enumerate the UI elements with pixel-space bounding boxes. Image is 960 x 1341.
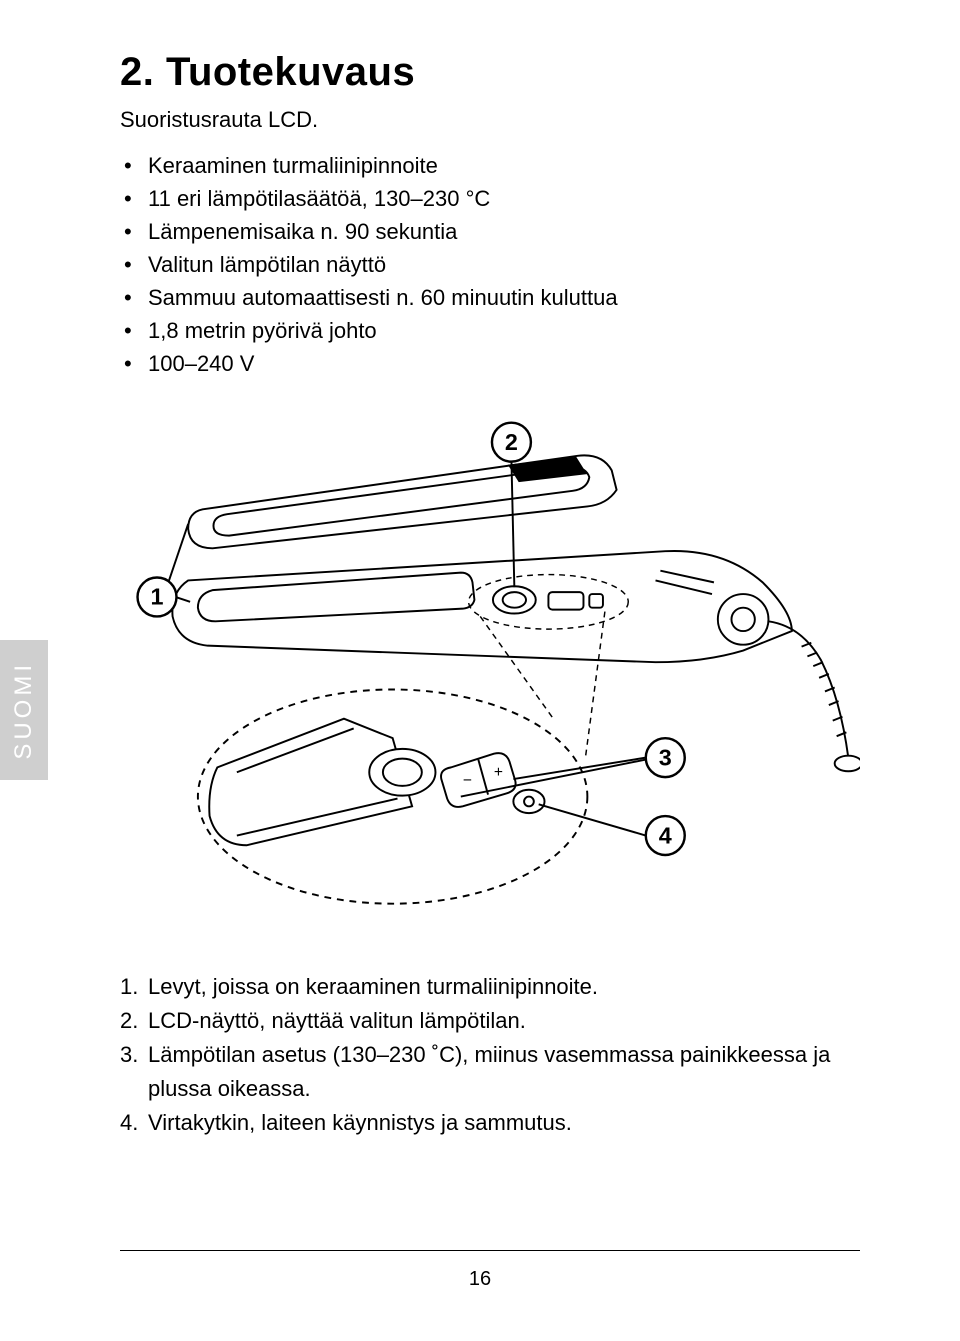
section-subtitle: Suoristusrauta LCD. [120, 107, 860, 133]
section-title: 2. Tuotekuvaus [120, 50, 860, 95]
legend-item: LCD-näyttö, näyttää valitun lämpötilan. [120, 1004, 860, 1038]
feature-item: 11 eri lämpötilasäätöä, 130–230 °C [120, 182, 860, 215]
feature-item: Valitun lämpötilan näyttö [120, 248, 860, 281]
language-tab: SUOMI [0, 640, 48, 780]
callout-3: 3 [659, 744, 672, 770]
feature-item: Keraaminen turmaliinipinnoite [120, 149, 860, 182]
legend-item: Levyt, joissa on keraaminen turmaliinipi… [120, 970, 860, 1004]
callout-1: 1 [151, 584, 164, 610]
product-diagram: − + 1 2 [120, 410, 860, 930]
page-number: 16 [0, 1268, 960, 1291]
language-tab-label: SUOMI [10, 661, 38, 760]
feature-item: Lämpenemisaika n. 90 sekuntia [120, 215, 860, 248]
feature-item: 100–240 V [120, 347, 860, 380]
svg-text:+: + [494, 764, 503, 781]
diagram-legend: Levyt, joissa on keraaminen turmaliinipi… [120, 970, 860, 1140]
diagram-svg: − + 1 2 [120, 410, 860, 930]
feature-list: Keraaminen turmaliinipinnoite 11 eri läm… [120, 149, 860, 380]
footer-divider [120, 1250, 860, 1251]
legend-item: Virtakytkin, laiteen käynnistys ja sammu… [120, 1106, 860, 1140]
feature-item: Sammuu automaattisesti n. 60 minuutin ku… [120, 281, 860, 314]
svg-text:−: − [463, 772, 472, 789]
callout-2: 2 [505, 429, 518, 455]
feature-item: 1,8 metrin pyörivä johto [120, 314, 860, 347]
callout-4: 4 [659, 822, 672, 848]
legend-item: Lämpötilan asetus (130–230 ˚C), miinus v… [120, 1038, 860, 1106]
